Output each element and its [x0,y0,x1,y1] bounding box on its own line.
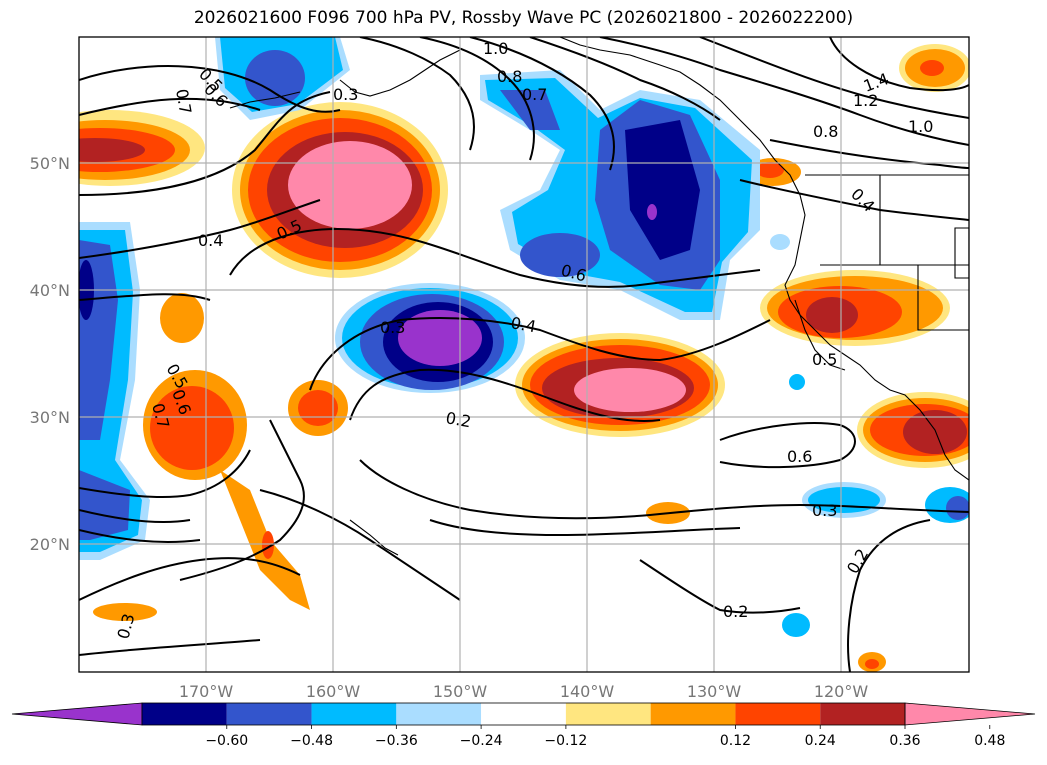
colorbar-segment [565,703,651,725]
lat-label: 20°N [30,535,70,554]
lon-label: 150°W [433,682,488,701]
colorbar-tick-label: 0.36 [889,733,920,749]
lat-label: 40°N [30,281,70,300]
colorbar-tick-label: −0.24 [460,733,503,749]
neg-anomaly-north [215,37,350,120]
lon-label: 160°W [306,682,361,701]
lon-label: 120°W [814,682,869,701]
map-border [78,36,970,673]
colorbar-tick-label: −0.60 [205,733,248,749]
longitude-labels: 170°W 160°W 150°W 140°W 130°W 120°W [179,682,869,701]
clabel: 0.6 [787,447,812,466]
colorbar-segment [735,703,821,725]
colorbar-extend-max [904,702,1036,726]
pos-anomaly-north [232,102,448,278]
clabel: 0.7 [522,85,547,104]
colorbar-tick-label: 0.12 [720,733,751,749]
colorbar-tick-label: −0.48 [290,733,333,749]
borders [805,174,969,331]
coastlines [229,37,969,556]
clabel: 0.7 [172,87,195,115]
lon-label: 170°W [179,682,234,701]
pos-anomaly-central [515,333,725,437]
latitude-labels: 50°N 40°N 30°N 20°N [30,154,70,554]
colorbar-tick-label: −0.12 [544,733,587,749]
lon-label: 130°W [687,682,742,701]
colorbar-tick-label: −0.36 [375,733,418,749]
lat-label: 30°N [30,408,70,427]
clabel: 1.2 [853,91,878,110]
pv-contours [79,37,969,672]
pos-anomaly-mexico [857,392,969,468]
clabel: 0.4 [509,313,537,336]
clabel: 0.3 [333,85,358,104]
colorbar-tick-label: 0.24 [805,733,836,749]
colorbar-segment [396,703,482,725]
colorbar-segment [650,703,736,725]
graticule [79,37,969,672]
colorbar-border [141,702,906,726]
clabel: 0.3 [812,501,837,520]
clabel: 0.3 [380,318,405,337]
clabel: 0.8 [497,67,522,86]
clabel: 0.2 [723,602,748,621]
clabel: 1.0 [908,117,933,136]
colorbar-segment [481,703,566,725]
neg-anomaly-central [335,283,525,393]
lat-label: 50°N [30,154,70,173]
colorbar-segment [311,703,397,725]
map-title: 2026021600 F096 700 hPa PV, Rossby Wave … [193,8,854,28]
pv-shading-layer: 1.0 0.8 0.7 0.5 0.6 0.7 0.3 0.4 0.5 0.6 … [79,37,969,672]
pos-anomaly-nw-edge [79,110,205,186]
colorbar-tick-label: 0.48 [974,733,1005,749]
clabel: 0.5 [812,350,837,369]
pos-anomaly-small [93,44,969,672]
lon-label: 140°W [560,682,615,701]
clabel: 0.4 [198,231,223,250]
clabel: 1.0 [483,39,508,58]
neg-anomaly-ne [480,70,760,320]
colorbar-segment [226,703,312,725]
clabel: 0.2 [444,408,472,431]
pos-anomaly-baja [760,270,950,346]
colorbar-segment [820,703,905,725]
colorbar-segment [142,703,227,725]
clabel: 0.8 [813,122,838,141]
colorbar: −0.60 −0.48 −0.36 −0.24 −0.12 0.12 0.24 0.36 0.4… [11,702,1036,749]
colorbar-extend-min [11,702,143,726]
